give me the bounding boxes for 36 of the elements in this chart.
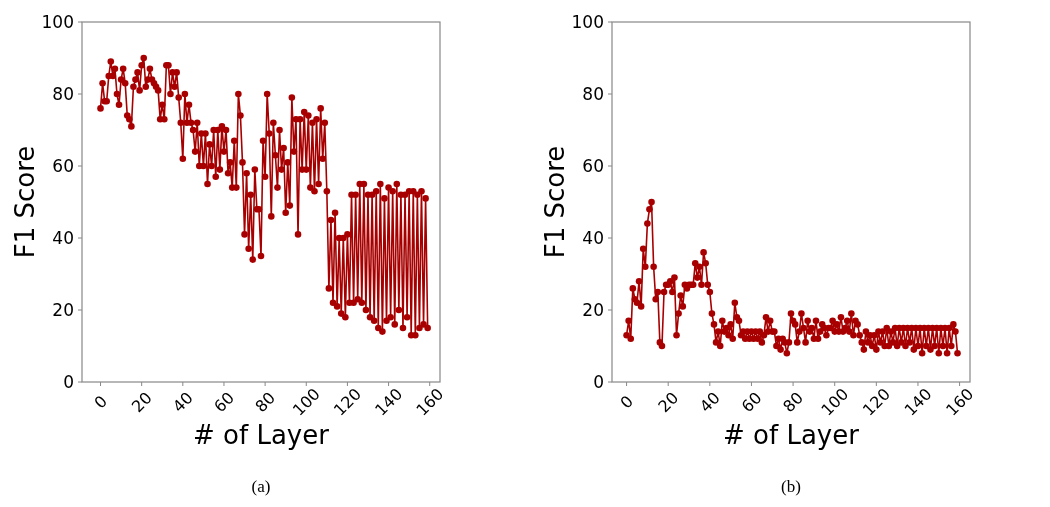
x-tick-label: 60 — [737, 388, 766, 416]
x-tick-label: 140 — [371, 384, 407, 420]
y-tick-label: 0 — [593, 371, 604, 392]
x-tick-label: 40 — [168, 388, 197, 416]
x-tick-label: 80 — [779, 388, 808, 416]
x-axis-title: # of Layer — [193, 420, 330, 450]
y-axis-title: F1 Score — [540, 145, 570, 259]
x-tick-label: 0 — [90, 391, 111, 413]
y-tick-label: 20 — [52, 299, 74, 320]
x-tick-label: 100 — [817, 384, 853, 420]
x-tick-label: 120 — [329, 384, 365, 420]
y-tick-label: 0 — [63, 371, 74, 392]
y-tick-label: 40 — [52, 227, 74, 248]
x-tick-label: 40 — [695, 388, 724, 416]
y-tick-label: 60 — [582, 155, 604, 176]
y-tick-label: 20 — [582, 299, 604, 320]
x-axis-title: # of Layer — [723, 420, 860, 450]
text: (a) — [251, 477, 271, 496]
y-axis-title: F1 Score — [10, 145, 40, 259]
y-tick-label: 80 — [52, 83, 74, 104]
x-tick-label: 160 — [942, 384, 978, 420]
x-tick-label: 60 — [210, 388, 238, 416]
y-tick-label: 80 — [582, 83, 604, 104]
y-tick-label: 40 — [582, 227, 604, 248]
x-tick-label: 0 — [616, 391, 637, 413]
text: (b) — [781, 477, 801, 496]
x-tick-label: 80 — [251, 388, 280, 416]
x-tick-label: 20 — [654, 388, 683, 416]
x-tick-label: 100 — [288, 384, 324, 420]
x-tick-label: 20 — [127, 388, 156, 416]
x-tick-label: 120 — [858, 384, 894, 420]
y-tick-label: 100 — [571, 11, 604, 32]
x-tick-label: 140 — [900, 384, 936, 420]
y-tick-label: 100 — [41, 11, 74, 32]
x-tick-label: 160 — [412, 384, 448, 420]
y-tick-label: 60 — [52, 155, 74, 176]
